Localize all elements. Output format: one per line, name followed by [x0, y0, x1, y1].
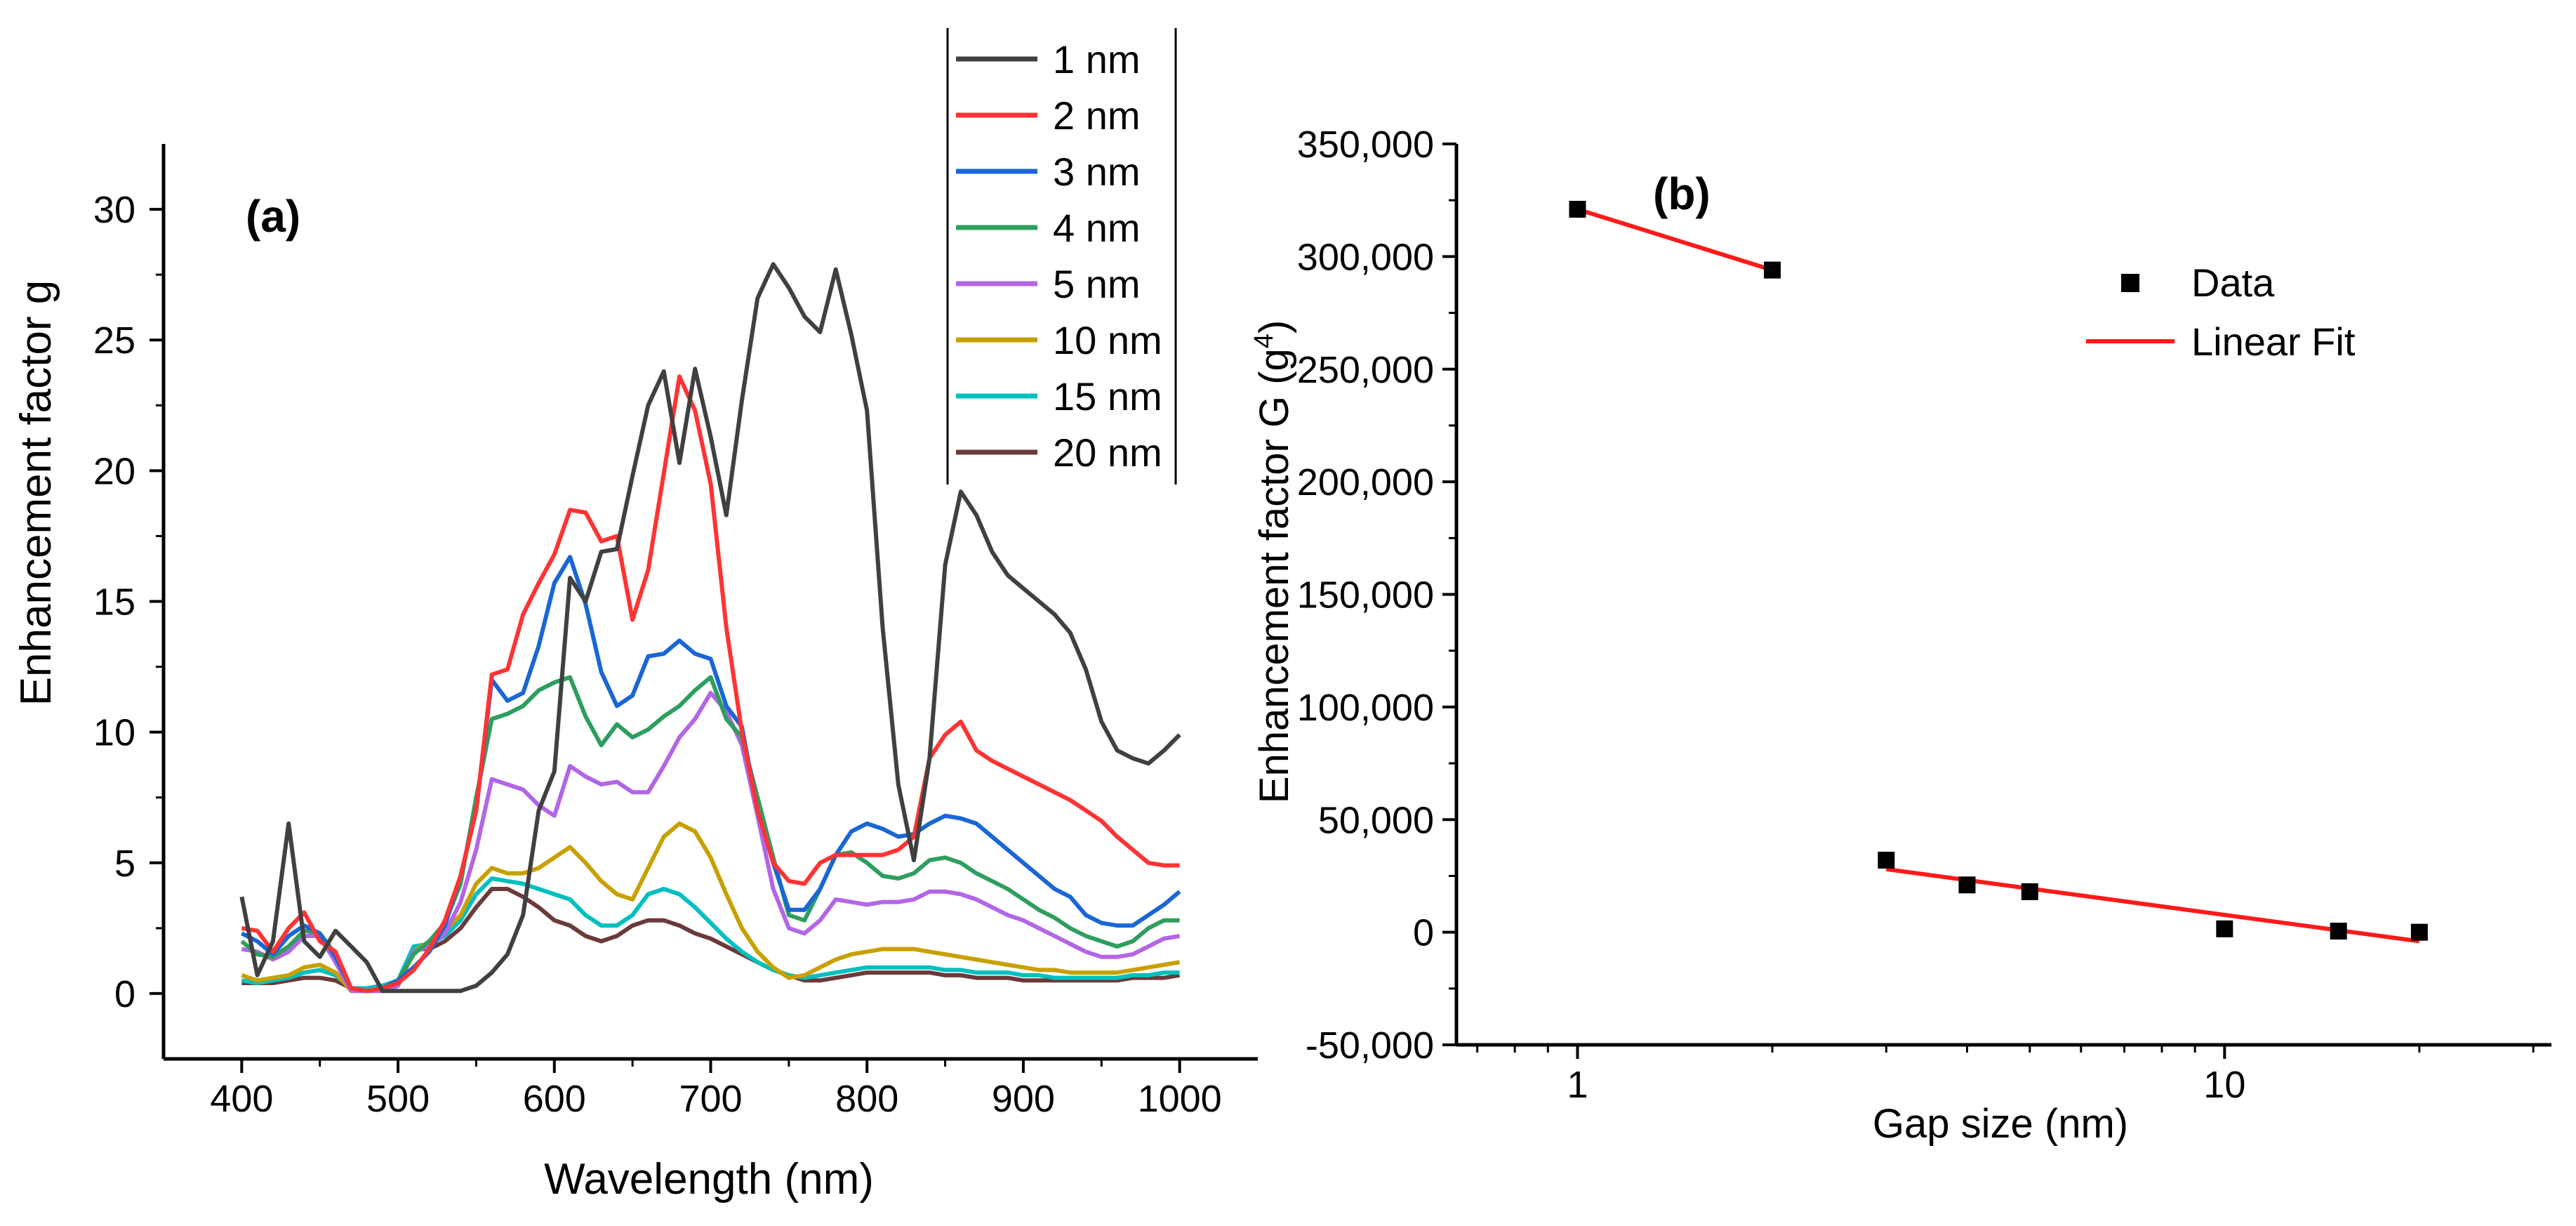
panel-a-x-tick-label: 500 [366, 1078, 430, 1120]
panel-a-y-tick-label: 5 [114, 843, 135, 885]
series-line-4-nm [240, 675, 1180, 994]
panel-a-series-lines [239, 262, 1181, 994]
panel-b: -50,000 0 50,000 100,000 150,000 200,000 250,0… [1249, 124, 2551, 1147]
legend-fit-label: Linear Fit [2191, 319, 2356, 364]
panel-b-y-tick-label: 50,000 [1318, 799, 1434, 841]
panel-a-legend-box [948, 28, 1176, 485]
data-point-20nm [2410, 923, 2428, 941]
data-point-3nm [1878, 851, 1895, 869]
panel-a-ticks: 400 500 600 700 800 900 1000 0 5 10 15 20 25 30 [93, 189, 1222, 1120]
panel-a-x-tick-label: 800 [835, 1078, 898, 1120]
data-point-10nm [2216, 920, 2233, 937]
data-point-2nm [1763, 261, 1781, 279]
panel-b-data-points [1569, 201, 2428, 941]
panel-a-x-axis-title: Wavelength (nm) [544, 1155, 874, 1204]
legend-label-10-nm: 10 nm [1053, 318, 1162, 362]
panel-b-y-axis-title-main: Enhancement factor G (g [1252, 348, 1297, 803]
panel-b-y-tick-label: 350,000 [1297, 124, 1434, 166]
panel-b-y-tick-label: 300,000 [1297, 236, 1434, 278]
panel-a-y-tick-label: 30 [93, 189, 135, 231]
data-point-15nm [2330, 923, 2347, 940]
data-point-1nm [1569, 201, 1586, 218]
panel-a-x-tick-label: 400 [210, 1078, 273, 1120]
panel-b-x-axis-title: Gap size (nm) [1873, 1101, 2128, 1147]
panel-a-y-tick-label: 0 [114, 973, 135, 1015]
panel-a-y-axis-title: Enhancement factor g [12, 280, 60, 706]
legend-label-3-nm: 3 nm [1053, 150, 1141, 194]
legend-label-4-nm: 4 nm [1053, 206, 1141, 250]
panel-b-label: (b) [1653, 169, 1711, 219]
series-line-1-nm [239, 262, 1181, 994]
panel-a-y-tick-label: 15 [93, 581, 135, 624]
panel-b-y-axis-title-close: ) [1252, 320, 1297, 334]
panel-a-y-tick-label: 20 [93, 450, 135, 492]
panel-b-x-tick-label: 1 [1567, 1064, 1588, 1106]
series-line-5-nm [241, 690, 1181, 994]
panel-a-legend: 1 nm 2 nm 3 nm 4 nm 5 nm 10 nm 15 nm 20 nm [946, 28, 1177, 485]
panel-a-y-tick-label: 25 [93, 319, 135, 362]
panel-a: 400 500 600 700 800 900 1000 0 5 10 15 20 25 30 (a) W… [12, 28, 1258, 1204]
panel-b-y-tick-label: 0 [1413, 912, 1434, 954]
panel-b-y-tick-label: 200,000 [1297, 461, 1434, 503]
panel-a-x-tick-label: 600 [523, 1078, 586, 1120]
panel-b-axes [1454, 144, 2551, 1047]
panel-b-y-tick-label: 150,000 [1297, 574, 1434, 617]
series-line-2-nm [241, 374, 1180, 994]
legend-label-2-nm: 2 nm [1053, 93, 1141, 138]
panel-b-y-axis-title: Enhancement factor G (g4) [1249, 320, 1297, 803]
linear-fit-line-1 [1576, 207, 1773, 272]
panel-b-y-tick-label: -50,000 [1306, 1024, 1434, 1067]
panel-a-x-tick-label: 700 [679, 1078, 742, 1120]
series-line-10-nm [241, 821, 1181, 994]
panel-a-x-tick-label: 1000 [1138, 1078, 1222, 1120]
panel-a-x-tick-label: 900 [992, 1078, 1055, 1120]
panel-b-y-axis-title-sup: 4 [1249, 334, 1279, 348]
panel-b-y-tick-label: 250,000 [1297, 349, 1434, 391]
panel-b-ticks: -50,000 0 50,000 100,000 150,000 200,000 250,0… [1297, 124, 2535, 1106]
legend-label-5-nm: 5 nm [1053, 262, 1141, 306]
panel-b-y-tick-label: 100,000 [1297, 687, 1434, 729]
panel-a-label: (a) [246, 191, 300, 242]
legend-data-marker [2121, 274, 2139, 292]
legend-data-label: Data [2191, 261, 2275, 305]
legend-label-1-nm: 1 nm [1053, 37, 1141, 81]
panel-b-x-tick-label: 10 [2203, 1064, 2245, 1106]
legend-label-20-nm: 20 nm [1053, 430, 1162, 475]
panel-a-y-tick-label: 10 [93, 712, 135, 754]
data-point-5nm [2021, 883, 2038, 900]
legend-label-15-nm: 15 nm [1053, 374, 1162, 418]
data-point-4nm [1958, 876, 1976, 894]
panel-b-legend: Data Linear Fit [2086, 261, 2356, 364]
